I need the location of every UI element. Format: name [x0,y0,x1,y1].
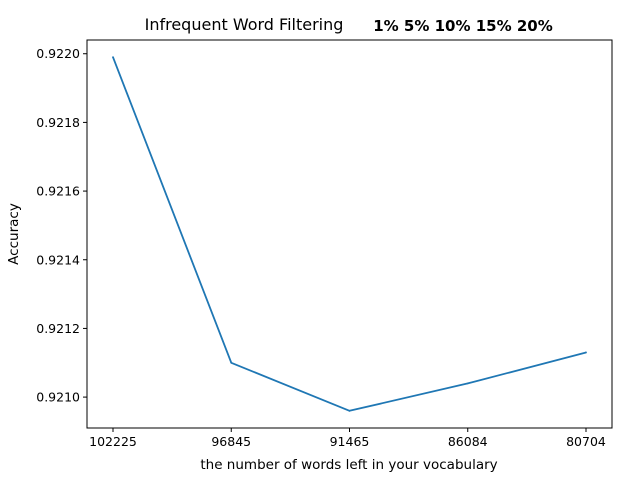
x-tick-label: 91465 [330,434,370,449]
chart-subtitle: 1% 5% 10% 15% 20% [373,17,553,35]
y-tick-label: 0.9214 [36,252,80,267]
y-tick-label: 0.9218 [36,115,80,130]
y-tick-label: 0.9210 [36,390,80,405]
x-tick-label: 80704 [566,434,606,449]
y-tick-label: 0.9216 [36,184,80,199]
x-tick-label: 102225 [89,434,137,449]
data-point [348,409,351,412]
series-line-accuracy [112,56,587,412]
x-axis-label: the number of words left in your vocabul… [200,457,497,473]
data-point [112,56,114,59]
y-axis-label: Accuracy [6,203,22,265]
plot-area-frame [86,39,613,429]
x-tick-label: 86084 [448,434,488,449]
x-axis: 102225 96845 91465 86084 80704 [89,428,606,449]
y-tick-label: 0.9212 [36,321,80,336]
data-point [230,361,233,364]
data-points [112,56,587,412]
y-axis: 0.9210 0.9212 0.9214 0.9216 0.9218 0.9220 [36,46,87,405]
y-tick-label: 0.9220 [36,46,80,61]
data-point [466,382,469,385]
chart-title: Infrequent Word Filtering [145,15,344,34]
x-tick-label: 96845 [211,434,251,449]
data-point [585,351,587,354]
